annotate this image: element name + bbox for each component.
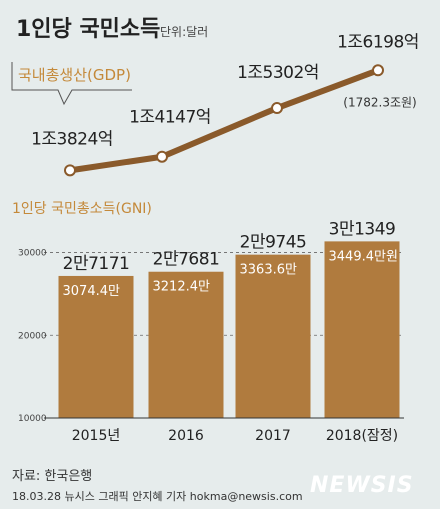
source-text: 자료: 한국은행 xyxy=(12,468,92,484)
gdp-point-2018 xyxy=(372,64,384,77)
gdp-series-label: 국내총생산(GDP) xyxy=(18,66,131,84)
gni-inner-label-2: 3363.6만 xyxy=(240,263,297,278)
gni-bar-3 xyxy=(324,241,400,418)
gdp-line-chart: 1조3824억 1조4147억 1조5302억 1조6198억 (1782.3조원) xyxy=(31,32,419,177)
gni-value-label-0: 2만7171 xyxy=(63,254,130,274)
gni-inner-label-1: 3212.4만 xyxy=(153,280,210,295)
gdp-extra-label: (1782.3조원) xyxy=(343,95,416,109)
xtick-1: 2016 xyxy=(168,428,204,444)
xtick-2: 2017 xyxy=(255,428,291,444)
gni-bar-chart: 10000 20000 30000 2만7171 3074.4만 2015년 2만7681 3… xyxy=(18,219,404,444)
gdp-value-label-2016: 1조4147억 xyxy=(129,108,211,128)
gni-inner-label-3: 3449.4만원 xyxy=(329,249,398,264)
ytick-30000: 30000 xyxy=(18,249,47,259)
unit-label: 단위:달러 xyxy=(160,25,208,39)
gdp-callout: 국내총생산(GDP) xyxy=(11,62,132,106)
gdp-value-label-2015: 1조3824억 xyxy=(31,129,113,149)
gni-bar-1 xyxy=(148,271,224,418)
gni-bar-2 xyxy=(235,254,311,418)
gni-value-label-1: 2만7681 xyxy=(153,250,220,270)
gni-inner-label-0: 3074.4만 xyxy=(63,284,120,299)
gdp-point-2017 xyxy=(271,102,283,115)
gdp-point-2016 xyxy=(156,150,168,163)
gdp-callout-frame xyxy=(11,62,132,106)
gni-bar-0 xyxy=(58,275,134,418)
gdp-line xyxy=(67,67,381,174)
xtick-0: 2015년 xyxy=(72,428,121,444)
chart-title: 1인당 국민소득 xyxy=(16,17,160,42)
gdp-point-2015 xyxy=(64,164,76,177)
xtick-3: 2018(잠정) xyxy=(326,428,398,444)
gdp-value-label-2017: 1조5302억 xyxy=(237,63,319,83)
credit-text: 18.03.28 뉴시스 그래픽 안지혜 기자 hokma@newsis.com xyxy=(12,490,303,503)
gdp-value-label-2018: 1조6198억 xyxy=(337,32,419,52)
gni-value-label-3: 3만1349 xyxy=(329,219,396,239)
gni-value-label-2: 2만9745 xyxy=(240,233,307,253)
newsis-logo: NEWSIS xyxy=(310,473,414,498)
ytick-10000: 10000 xyxy=(18,414,47,424)
gni-series-label: 1인당 국민총소득(GNI) xyxy=(12,201,152,217)
ytick-20000: 20000 xyxy=(18,331,47,341)
